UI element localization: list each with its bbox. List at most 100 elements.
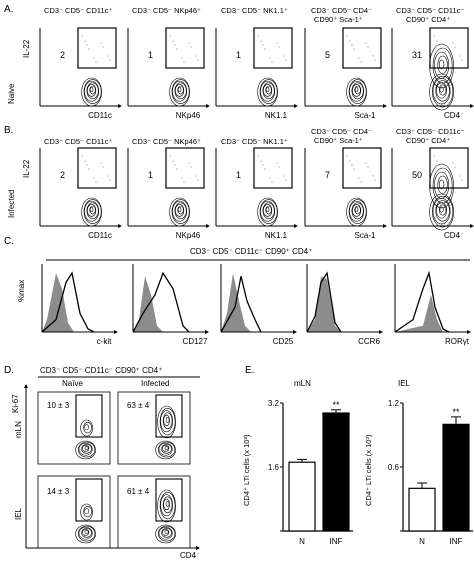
event-dot: [358, 177, 360, 179]
plot-frame: [117, 475, 191, 549]
event-dot: [283, 55, 285, 57]
contour-ring: [429, 73, 454, 111]
contour-ring: [354, 205, 361, 215]
event-dot: [349, 40, 351, 42]
contour-ring: [172, 80, 188, 102]
event-dot: [269, 177, 271, 179]
contour-ring: [155, 524, 176, 544]
event-dot: [181, 177, 183, 179]
event-dot: [172, 40, 174, 42]
event-dot: [174, 44, 176, 46]
axis-arrow: [114, 330, 118, 334]
contour-upper-ring: [80, 419, 93, 437]
contour-ring: [77, 441, 96, 458]
ki67-plot-1: [37, 391, 111, 465]
event-dot: [452, 42, 454, 44]
event-dot: [109, 59, 111, 61]
event-dot: [95, 61, 97, 63]
rowD-col-infected: Infected: [141, 379, 170, 388]
event-dot: [278, 166, 280, 168]
gate-box: [165, 27, 205, 69]
panel-label-d: D.: [4, 365, 14, 376]
event-dot: [353, 48, 355, 50]
contour-ring: [83, 199, 102, 224]
plot-frame: [37, 391, 111, 465]
event-dot: [459, 175, 461, 177]
rowD-value-infected-mln: 63 ± 4: [127, 401, 150, 410]
rowD-title-rule: [38, 376, 200, 378]
contour-ring: [351, 202, 364, 220]
event-dot: [169, 155, 171, 157]
rowB-title-5a: CD3⁻ CD5⁻ CD11c⁻: [396, 127, 465, 136]
event-dot: [454, 166, 456, 168]
contour-ring: [346, 77, 367, 107]
x-axis-label: CD127: [183, 337, 208, 346]
chart-mln-ylabel: CD4⁺ LTi cells (x 10³): [242, 434, 251, 506]
gate-value: 2: [60, 170, 65, 180]
gate-box: [429, 147, 469, 189]
y-tick-label: 1.6: [268, 463, 280, 472]
axis-arrow: [206, 104, 210, 108]
event-dot: [276, 42, 278, 44]
contour-ring: [161, 528, 172, 538]
rowA-flow-plot-5: 31 CD4: [391, 27, 474, 120]
event-dot: [285, 59, 287, 61]
contour-ring: [263, 84, 273, 97]
contour-ring: [432, 195, 454, 228]
contour-upper-ring: [432, 47, 453, 84]
event-dot: [278, 46, 280, 48]
event-dot: [374, 59, 376, 61]
contour-ring: [81, 445, 90, 452]
histogram-4: CCR6: [306, 264, 383, 346]
histogram-row: c-kit CD127 CD25 CCR6 RORγt: [41, 264, 471, 346]
contour-ring: [169, 197, 190, 227]
chart-iel-title: IEL: [398, 379, 411, 388]
contour-ring: [352, 84, 362, 97]
rowB-flow-plot-3: 1 NK1.1: [215, 147, 298, 240]
event-dot: [195, 55, 197, 57]
contour-ring: [89, 87, 94, 92]
event-dot: [86, 164, 88, 166]
contour-ring: [177, 87, 182, 92]
contour-ring: [177, 85, 184, 95]
event-dot: [445, 177, 447, 179]
rowB-title-5b: CD90⁺ CD4⁺: [406, 136, 451, 145]
axis-arrow: [118, 104, 122, 108]
histogram-5: RORγt: [394, 264, 471, 346]
contour-ring: [436, 202, 448, 219]
contour-ring: [260, 200, 276, 222]
event-dot: [88, 168, 90, 170]
chart-mln-title: mLN: [294, 379, 311, 388]
x-axis-label: NK1.1: [265, 111, 288, 120]
contour-ring: [435, 200, 450, 222]
contour-upper-ring: [163, 414, 170, 427]
event-dot: [372, 175, 374, 177]
event-dot: [271, 181, 273, 183]
rowA-flow-plots: 2 CD11c 1 NKp46 1 NK1.1 5 Sca-1 31 CD4: [39, 27, 474, 120]
rowA-title-1: CD3⁻ CD5⁻ CD11c⁺: [44, 6, 113, 15]
contour-ring: [84, 446, 89, 450]
event-dot: [93, 177, 95, 179]
event-dot: [372, 55, 374, 57]
rowD-value-infected-iel: 61 ± 4: [127, 487, 150, 496]
event-dot: [260, 160, 262, 162]
contour-ring: [83, 79, 102, 104]
event-dot: [86, 44, 88, 46]
contour-upper-ring: [83, 505, 92, 518]
contour-ring: [81, 197, 102, 227]
contour-upper-ring: [429, 163, 454, 209]
event-dot: [197, 59, 199, 61]
axis-arrow: [293, 330, 297, 334]
contour-ring: [348, 79, 367, 104]
x-axis-label: CD11c: [88, 231, 112, 240]
event-dot: [433, 35, 435, 37]
event-dot: [438, 44, 440, 46]
rowD-value-naive-iel: 14 ± 3: [47, 487, 70, 496]
axis-arrow: [294, 224, 298, 228]
axis-arrow: [196, 546, 200, 550]
axis-arrow: [118, 224, 122, 228]
event-dot: [285, 179, 287, 181]
y-tick-label: 1.2: [388, 399, 400, 408]
contour-upper-ring: [162, 412, 173, 430]
category-label: N: [299, 537, 305, 546]
